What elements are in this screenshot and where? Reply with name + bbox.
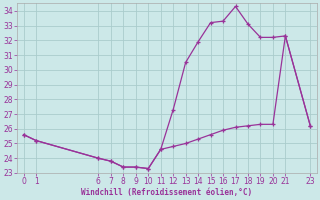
X-axis label: Windchill (Refroidissement éolien,°C): Windchill (Refroidissement éolien,°C) [81,188,252,197]
